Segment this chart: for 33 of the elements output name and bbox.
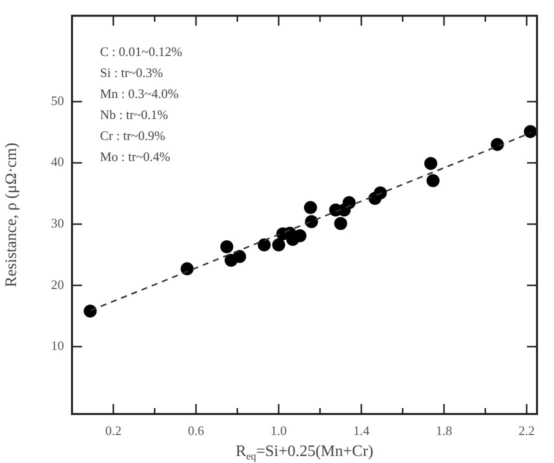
x-tick-label: 2.2 <box>518 423 535 438</box>
annotation: Si : tr~0.3% <box>100 65 164 80</box>
point <box>272 238 286 252</box>
annotation: Cr : tr~0.9% <box>100 128 166 144</box>
annotation: Mo : tr~0.4% <box>100 149 170 164</box>
point <box>490 138 504 151</box>
x-tick-label: 0.2 <box>105 423 122 438</box>
annotation: Mn : 0.3~4.0% <box>100 86 179 102</box>
point <box>426 174 440 188</box>
point <box>374 186 387 200</box>
y-tick-label: 40 <box>51 154 64 170</box>
x-tick-label: 0.6 <box>188 423 205 438</box>
text: 1.0 <box>270 423 287 438</box>
x-tick-label: 1.4 <box>353 423 370 438</box>
point <box>304 201 317 214</box>
y-tick-label: 50 <box>51 92 64 108</box>
y-axis-title: Resistance, ρ (μΩ·cm) <box>2 142 20 288</box>
point <box>233 250 246 264</box>
point <box>334 216 348 230</box>
point <box>180 262 194 276</box>
point <box>84 304 97 318</box>
annotation: Nb : tr~0.1% <box>100 107 168 122</box>
y-tick-label: 30 <box>51 216 64 231</box>
point <box>424 156 438 170</box>
point <box>220 240 234 254</box>
point <box>258 238 271 252</box>
point <box>524 125 537 138</box>
annotation: C : 0.01~0.12% <box>100 44 182 60</box>
point <box>342 196 356 210</box>
y-tick-label: 20 <box>51 276 64 292</box>
point <box>305 215 318 228</box>
x-tick-label: 1.8 <box>436 423 452 438</box>
y-tick-label: 10 <box>51 338 64 354</box>
